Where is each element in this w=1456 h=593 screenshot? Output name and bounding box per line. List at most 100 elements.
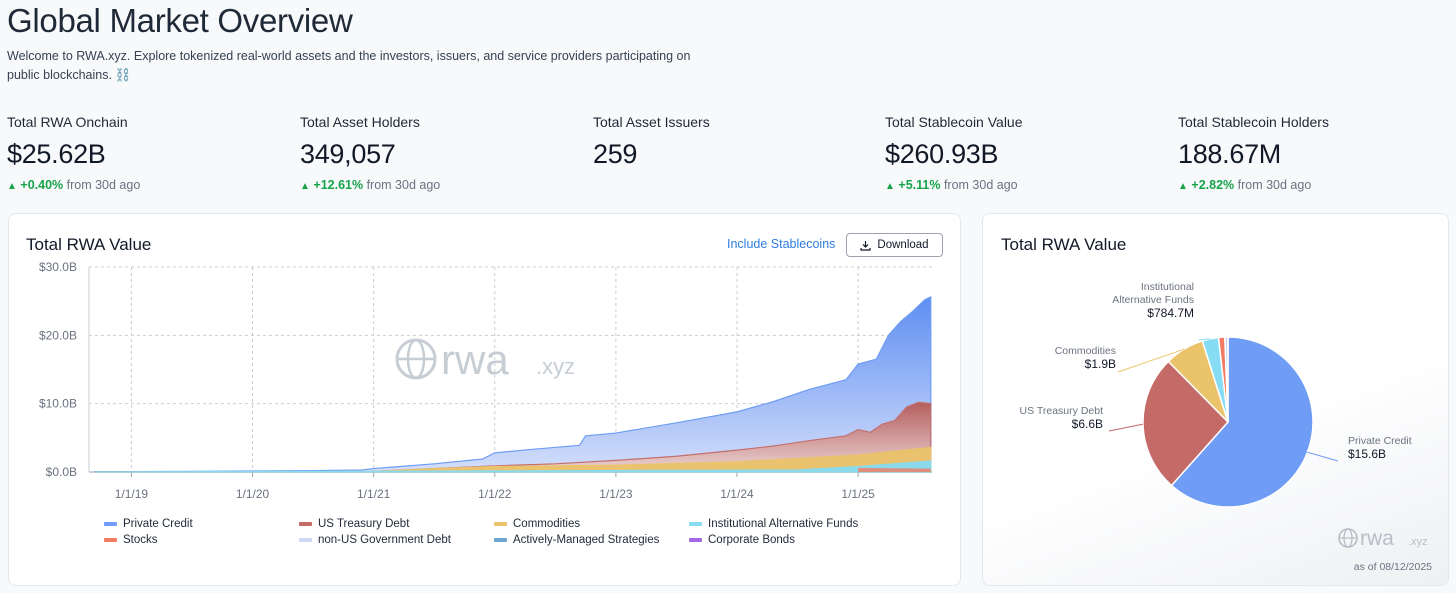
legend-swatch xyxy=(689,522,702,526)
x-tick-label: 1/1/23 xyxy=(599,487,633,501)
area-institutional-funds xyxy=(95,460,932,473)
legend-label: Commodities xyxy=(513,518,581,530)
stat-value: 349,057 xyxy=(300,139,396,169)
legend-label: non-US Government Debt xyxy=(318,534,451,546)
stat-value: $260.93B xyxy=(885,139,999,169)
legend-label: Institutional Alternative Funds xyxy=(708,518,859,530)
area-chart: $0.0B $10.0B $20.0B $30.0B 1/1/19 1/1/20 1/1/2… xyxy=(39,260,932,501)
legend-item[interactable]: Corporate Bonds xyxy=(689,534,889,546)
up-arrow-icon: ▲ xyxy=(7,181,17,192)
stat-change-value: +12.61% xyxy=(313,178,364,192)
x-tick-label: 1/1/21 xyxy=(357,487,391,501)
area-chart-title: Total RWA Value xyxy=(26,235,152,254)
legend-swatch xyxy=(494,522,507,526)
chart-plot-area: $0.0B $10.0B $20.0B $30.0B 1/1/19 1/1/20 1/1/2… xyxy=(39,260,932,501)
as-of-date: as of 08/12/2025 xyxy=(1353,561,1432,573)
legend-item[interactable]: Actively-Managed Strategies xyxy=(494,534,689,546)
legend-item[interactable]: non-US Government Debt xyxy=(299,534,494,546)
legend-label: US Treasury Debt xyxy=(318,518,410,530)
y-tick-label: $10.0B xyxy=(39,397,77,411)
download-icon xyxy=(860,240,872,251)
stat-stablecoin-holders: Total Stablecoin Holders 188.67M ▲ +2.82… xyxy=(1178,114,1456,192)
y-tick-label: $0.0B xyxy=(46,465,77,479)
pie-chart-card: Total RWA Value Private Credit $15.6B US T… xyxy=(982,213,1449,586)
pie-slice-value: $15.6B xyxy=(1348,447,1386,461)
pie-slice-label: Private Credit xyxy=(1348,435,1412,447)
up-arrow-icon: ▲ xyxy=(300,181,310,192)
stat-label: Total Asset Holders xyxy=(300,114,420,130)
legend-label: Actively-Managed Strategies xyxy=(513,534,660,546)
download-button[interactable]: Download xyxy=(846,233,943,257)
stat-stablecoin-value: Total Stablecoin Value $260.93B ▲ +5.11%… xyxy=(885,114,1165,192)
pie-slice xyxy=(1170,336,1314,508)
up-arrow-icon: ▲ xyxy=(885,181,895,192)
legend-item[interactable]: Private Credit xyxy=(104,518,299,530)
x-tick-label: 1/1/20 xyxy=(236,487,270,501)
download-label: Download xyxy=(877,239,929,251)
legend-label: Corporate Bonds xyxy=(708,534,795,546)
stat-change-value: +5.11% xyxy=(898,178,941,192)
pie-watermark: rwa .xyz xyxy=(1337,526,1432,555)
legend-label: Private Credit xyxy=(123,518,193,530)
legend-swatch xyxy=(104,522,117,526)
stat-label: Total RWA Onchain xyxy=(7,114,128,130)
stat-label: Total Stablecoin Value xyxy=(885,114,1023,130)
include-stablecoins-toggle[interactable]: Include Stablecoins xyxy=(727,237,836,251)
pie-leader-line xyxy=(1117,348,1185,373)
page-title: Global Market Overview xyxy=(7,2,353,39)
stat-change-value: +2.82% xyxy=(1191,178,1235,192)
stat-change-suffix: from 30d ago xyxy=(1237,178,1312,192)
stat-value: $25.62B xyxy=(7,139,106,169)
stat-change-suffix: from 30d ago xyxy=(943,178,1018,192)
pie-slice-value: $784.7M xyxy=(1147,306,1194,320)
pie-watermark-suffix: .xyz xyxy=(1408,536,1428,548)
stat-total-rwa: Total RWA Onchain $25.62B ▲ +0.40% from … xyxy=(7,114,287,192)
legend-item[interactable]: Stocks xyxy=(104,534,299,546)
pie-chart-title: Total RWA Value xyxy=(1001,235,1127,254)
area-stocks xyxy=(858,467,931,472)
pie-leader-line xyxy=(1198,338,1211,341)
pie-slice-label: Alternative Funds xyxy=(1112,294,1194,306)
area-private-credit xyxy=(94,295,932,473)
legend-item[interactable]: US Treasury Debt xyxy=(299,518,494,530)
stat-asset-holders: Total Asset Holders 349,057 ▲ +12.61% fr… xyxy=(300,114,580,192)
stat-value: 188.67M xyxy=(1178,139,1281,169)
watermark-logo: rwa .xyz xyxy=(395,336,575,383)
stat-change: ▲ +12.61% from 30d ago xyxy=(300,178,580,192)
legend-swatch xyxy=(299,522,312,526)
stat-label: Total Asset Issuers xyxy=(593,114,710,130)
stat-change-suffix: from 30d ago xyxy=(366,178,441,192)
stat-label: Total Stablecoin Holders xyxy=(1178,114,1329,130)
pie-leader-line xyxy=(1108,423,1144,432)
legend-label: Stocks xyxy=(123,534,158,546)
intro-text: Welcome to RWA.xyz. Explore tokenized re… xyxy=(7,49,691,82)
legend-item[interactable]: Commodities xyxy=(494,518,689,530)
legend-swatch xyxy=(299,538,312,542)
x-tick-label: 1/1/19 xyxy=(115,487,149,501)
x-tick-label: 1/1/22 xyxy=(478,487,512,501)
pie-slice-label: Commodities xyxy=(1055,345,1116,357)
legend-swatch xyxy=(689,538,702,542)
stat-change-value: +0.40% xyxy=(20,178,64,192)
legend-item[interactable]: Institutional Alternative Funds xyxy=(689,518,889,530)
watermark-text: rwa xyxy=(441,336,509,383)
stat-value: 259 xyxy=(593,139,638,169)
y-tick-label: $20.0B xyxy=(39,328,77,342)
pie-chart: Private Credit$15.6B US Treasury Debt$6.6… xyxy=(1020,281,1412,508)
stat-change: ▲ +5.11% from 30d ago xyxy=(885,178,1165,192)
x-tick-label: 1/1/25 xyxy=(841,487,875,501)
pie-slice-label: US Treasury Debt xyxy=(1020,405,1104,417)
pie-slice xyxy=(1142,360,1230,487)
watermark-suffix: .xyz xyxy=(536,354,575,379)
legend-swatch xyxy=(104,538,117,542)
stat-asset-issuers: Total Asset Issuers 259 xyxy=(593,114,873,170)
y-tick-label: $30.0B xyxy=(39,260,77,274)
stat-change-suffix: from 30d ago xyxy=(66,178,141,192)
stat-change: ▲ +2.82% from 30d ago xyxy=(1178,178,1456,192)
stat-change: ▲ +0.40% from 30d ago xyxy=(7,178,287,192)
pie-slice-label: Institutional xyxy=(1141,281,1194,293)
area-chart-card: Total RWA Value Include Stablecoins Down… xyxy=(8,213,961,586)
x-tick-label: 1/1/24 xyxy=(720,487,754,501)
legend-swatch xyxy=(494,538,507,542)
pie-slice-value: $6.6B xyxy=(1072,417,1103,431)
